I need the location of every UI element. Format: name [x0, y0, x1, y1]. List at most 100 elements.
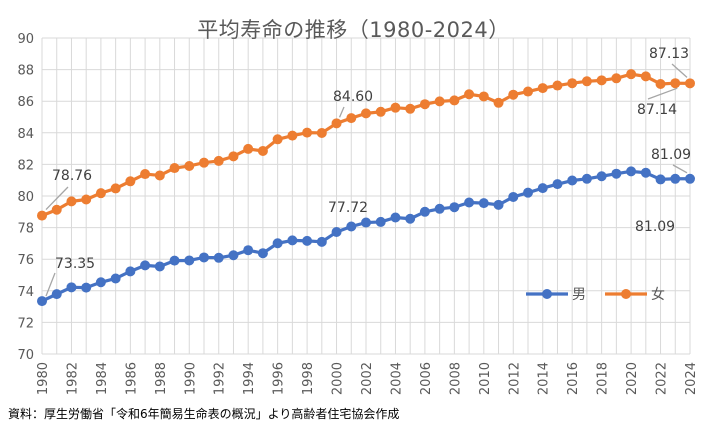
- x-tick-label: 2016: [566, 362, 581, 395]
- leader-line: [338, 106, 345, 118]
- data-point: [154, 261, 165, 272]
- x-tick-label: 2002: [360, 362, 375, 395]
- data-point: [552, 179, 563, 190]
- data-point: [419, 206, 430, 217]
- data-point: [243, 143, 254, 154]
- data-point: [449, 95, 460, 106]
- leader-line: [647, 87, 678, 100]
- line-chart: 70 72 74 76 78 80 82 84 86 88 90 1980 1982 1984 1986 19…: [17, 32, 699, 395]
- data-point: [361, 217, 371, 228]
- chart-title: 平均寿命の推移（1980-2024）: [197, 18, 510, 42]
- x-tick-label: 2000: [331, 362, 346, 395]
- y-tick-label: 86: [17, 95, 34, 110]
- data-point: [51, 289, 62, 300]
- data-label: 81.09: [651, 147, 691, 163]
- data-point: [199, 252, 209, 263]
- data-point: [626, 69, 637, 80]
- x-tick-label: 1990: [183, 362, 198, 395]
- data-point: [81, 194, 92, 205]
- data-point: [478, 91, 489, 102]
- legend-label: 男: [572, 287, 586, 303]
- leader-line: [45, 186, 69, 211]
- data-point: [184, 255, 195, 266]
- data-point: [434, 96, 445, 107]
- data-point: [125, 176, 136, 187]
- x-tick-label: 2020: [625, 362, 640, 395]
- data-point: [670, 173, 681, 184]
- data-point: [596, 75, 607, 86]
- data-point: [626, 166, 637, 177]
- data-label: 73.35: [55, 256, 95, 272]
- legend-marker: [621, 289, 631, 299]
- data-point: [581, 76, 592, 87]
- data-point: [140, 260, 151, 271]
- data-point: [346, 221, 357, 232]
- data-point: [51, 204, 62, 215]
- data-point: [95, 277, 106, 288]
- data-point: [331, 227, 342, 238]
- data-point: [361, 108, 371, 119]
- data-point: [228, 151, 239, 162]
- data-point: [685, 173, 695, 184]
- data-point: [154, 170, 165, 181]
- x-tick-label: 1984: [95, 362, 110, 395]
- data-point: [331, 118, 342, 129]
- data-point: [449, 202, 460, 213]
- data-point: [685, 78, 695, 89]
- data-point: [537, 83, 548, 94]
- chart-canvas: 70 72 74 76 78 80 82 84 86 88 90 1980 1982 1984 1986 19…: [17, 32, 699, 395]
- data-point: [611, 168, 622, 179]
- x-tick-label: 1998: [301, 362, 316, 395]
- data-point: [37, 296, 47, 307]
- x-tick-label: 1982: [65, 362, 80, 395]
- data-point: [66, 282, 77, 293]
- data-point: [346, 113, 357, 124]
- data-point: [464, 89, 475, 100]
- data-point: [478, 198, 489, 209]
- x-tick-label: 2004: [389, 362, 404, 395]
- data-point: [125, 266, 136, 277]
- x-tick-label: 1980: [36, 362, 51, 395]
- data-point: [272, 134, 283, 145]
- data-point: [508, 89, 519, 100]
- data-point: [567, 175, 578, 186]
- y-tick-label: 84: [17, 127, 34, 142]
- data-point: [390, 102, 401, 113]
- data-point: [655, 174, 666, 185]
- data-point: [287, 235, 298, 246]
- x-tick-label: 2008: [448, 362, 463, 395]
- data-point: [213, 155, 224, 166]
- data-point: [257, 145, 268, 156]
- data-point: [272, 238, 283, 249]
- data-point: [302, 235, 313, 246]
- y-tick-label: 82: [17, 158, 34, 173]
- x-tick-label: 1986: [124, 362, 139, 395]
- data-point: [140, 169, 151, 180]
- data-point: [228, 250, 239, 261]
- data-point: [523, 86, 533, 97]
- y-tick-label: 74: [17, 285, 34, 300]
- y-tick-label: 78: [17, 222, 34, 237]
- y-tick-label: 70: [17, 348, 34, 363]
- data-point: [523, 187, 533, 198]
- data-point: [655, 78, 666, 89]
- x-tick-label: 1996: [272, 362, 287, 395]
- data-point: [110, 183, 121, 194]
- data-point: [257, 248, 268, 259]
- data-point: [640, 167, 651, 178]
- y-tick-label: 80: [17, 190, 34, 205]
- x-tick-label: 2018: [596, 362, 611, 395]
- data-point: [37, 210, 47, 221]
- data-point: [581, 173, 592, 184]
- data-point: [537, 183, 548, 194]
- data-point: [316, 236, 327, 247]
- data-point: [596, 171, 607, 182]
- data-point: [640, 71, 651, 82]
- data-label: 77.72: [328, 200, 368, 216]
- x-tick-label: 2024: [684, 362, 699, 395]
- data-point: [434, 203, 445, 214]
- data-point: [567, 78, 578, 89]
- y-tick-label: 90: [17, 32, 34, 47]
- data-point: [390, 212, 401, 223]
- data-point: [199, 157, 209, 168]
